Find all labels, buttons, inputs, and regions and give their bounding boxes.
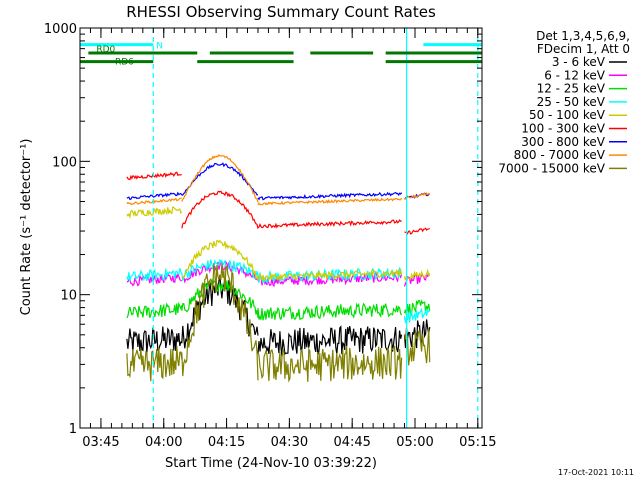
legend-entry-label: 12 - 25 keV — [537, 82, 606, 96]
legend-entry-label: 25 - 50 keV — [537, 95, 606, 109]
flag-label-rd0: RD0 — [96, 45, 115, 55]
series-line-8 — [126, 263, 431, 383]
flag-label-rd6: RD6 — [115, 58, 134, 68]
chart-title: RHESSI Observing Summary Count Rates — [126, 3, 436, 21]
series-line-2 — [126, 276, 431, 321]
legend-entry-label: 100 - 300 keV — [521, 122, 605, 136]
series-line-7 — [126, 153, 431, 206]
y-tick-label: 1000 — [44, 22, 77, 37]
plot-axes: 1 10 100 1000 03:45 04:00 04:15 04:30 04:45 05:00… — [44, 22, 497, 450]
series-line-0 — [126, 274, 431, 357]
legend-header-line: Det 1,3,4,5,6,9, — [536, 29, 630, 43]
legend-entry-label: 6 - 12 keV — [544, 68, 606, 82]
y-axis-label: Count Rate (s⁻¹ detector⁻¹) — [19, 139, 34, 316]
x-tick-label: 04:15 — [208, 435, 245, 450]
x-tick-label: 05:00 — [396, 435, 433, 450]
x-tick-label: 03:45 — [82, 435, 119, 450]
series-line-5 — [126, 171, 430, 235]
legend-entry-label: 50 - 100 keV — [529, 108, 606, 122]
series-line-1 — [126, 260, 430, 288]
flag-label-n: N — [156, 42, 163, 52]
series-line-4 — [126, 206, 431, 282]
x-axis-label: Start Time (24-Nov-10 03:39:22) — [165, 456, 377, 471]
x-tick-label: 05:15 — [459, 435, 496, 450]
legend-entry-label: 300 - 800 keV — [521, 135, 605, 149]
legend-header-line: FDecim 1, Att 0 — [537, 42, 630, 56]
series-line-6 — [126, 162, 431, 201]
legend-entry-label: 800 - 7000 keV — [514, 148, 606, 162]
series-line-3 — [126, 258, 431, 324]
plot-frame — [79, 27, 483, 429]
legend: Det 1,3,4,5,6,9,FDecim 1, Att 03 - 6 keV… — [498, 29, 630, 175]
x-tick-label: 04:45 — [333, 435, 370, 450]
legend-entry-label: 3 - 6 keV — [552, 55, 606, 69]
y-tick-label: 1 — [69, 422, 77, 437]
footer-date: 17-Oct-2021 10:11 — [558, 468, 634, 477]
legend-entry-label: 7000 - 15000 keV — [498, 161, 605, 175]
y-tick-label: 10 — [60, 289, 77, 304]
y-tick-label: 100 — [52, 155, 77, 170]
x-tick-label: 04:00 — [145, 435, 182, 450]
x-tick-label: 04:30 — [271, 435, 308, 450]
